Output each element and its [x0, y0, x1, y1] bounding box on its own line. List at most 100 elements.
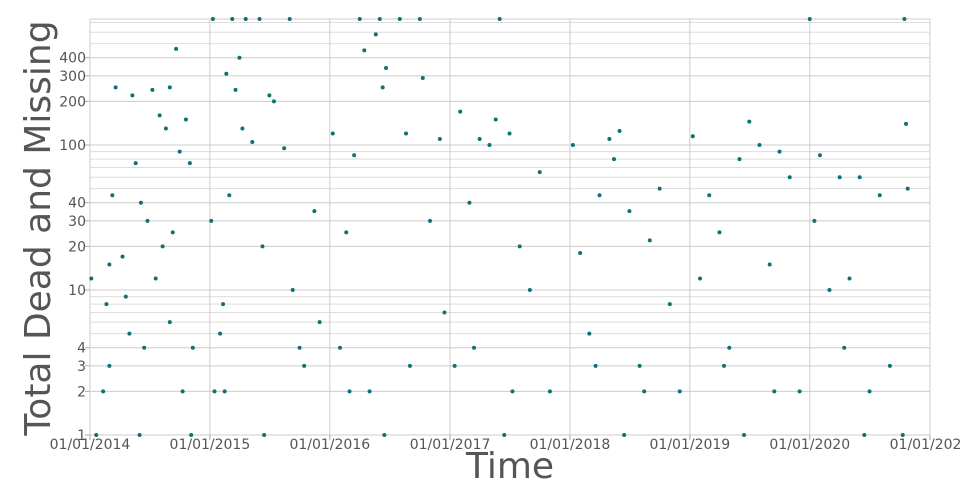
point: [487, 143, 492, 148]
point: [772, 389, 777, 394]
point: [187, 161, 192, 166]
point: [428, 218, 433, 223]
point: [357, 17, 362, 21]
point: [160, 244, 165, 249]
point: [607, 137, 612, 142]
y-tick-label: 4: [77, 341, 86, 357]
point: [257, 17, 262, 21]
point: [857, 175, 862, 180]
point: [690, 134, 695, 139]
point: [123, 294, 128, 299]
point: [383, 65, 388, 70]
point: [142, 345, 147, 350]
point: [905, 186, 910, 191]
point: [507, 131, 512, 136]
point: [657, 186, 662, 191]
point: [287, 17, 292, 21]
point: [174, 46, 179, 51]
point: [107, 363, 112, 368]
point: [637, 363, 642, 368]
x-tick-label: 01/01/2017: [410, 437, 491, 453]
point: [227, 193, 232, 198]
point: [218, 331, 223, 336]
y-tick-label: 300: [59, 69, 86, 85]
point: [297, 345, 302, 350]
y-tick-label: 3: [77, 359, 86, 375]
point: [94, 433, 99, 437]
y-tick-label: 2: [77, 384, 86, 400]
plot-area: [89, 18, 931, 436]
point: [212, 389, 217, 394]
point: [527, 288, 532, 293]
point: [221, 302, 226, 307]
point: [510, 389, 515, 394]
point: [757, 143, 762, 148]
point: [837, 175, 842, 180]
x-tick-label: 01/01/2014: [50, 437, 131, 453]
point: [377, 17, 382, 21]
point: [537, 170, 542, 175]
y-tick-label: 30: [68, 214, 86, 230]
point: [137, 433, 142, 437]
x-tick-label: 01/01/2015: [170, 437, 251, 453]
point: [190, 345, 195, 350]
point: [133, 161, 138, 166]
y-tick-label: 400: [59, 51, 86, 67]
point: [113, 85, 118, 90]
point: [452, 363, 457, 368]
point: [127, 331, 132, 336]
point: [587, 331, 592, 336]
point: [138, 200, 143, 205]
point: [337, 345, 342, 350]
point: [617, 128, 622, 133]
point: [250, 139, 255, 144]
point: [698, 276, 703, 281]
point: [842, 345, 847, 350]
point: [867, 389, 872, 394]
point: [407, 363, 412, 368]
point: [145, 218, 150, 223]
point: [104, 302, 109, 307]
point: [243, 17, 248, 21]
point: [89, 276, 94, 281]
point: [163, 126, 168, 131]
point: [237, 55, 242, 60]
point: [472, 345, 477, 350]
point: [177, 149, 182, 154]
point: [260, 244, 265, 249]
y-tick-label: 1: [77, 428, 86, 444]
point: [902, 17, 907, 21]
point: [797, 389, 802, 394]
point: [900, 433, 905, 437]
point: [627, 209, 632, 214]
point: [330, 131, 335, 136]
point: [707, 193, 712, 198]
point: [767, 262, 772, 267]
point: [647, 238, 652, 243]
point: [209, 218, 214, 223]
point: [467, 200, 472, 205]
point: [611, 157, 616, 162]
point: [807, 17, 812, 21]
point: [667, 302, 672, 307]
point: [812, 218, 817, 223]
point: [312, 209, 317, 214]
point: [224, 71, 229, 76]
point: [367, 389, 372, 394]
y-tick-label: 10: [68, 283, 86, 299]
point: [230, 17, 235, 21]
point: [570, 143, 575, 148]
point: [183, 117, 188, 122]
point: [267, 93, 272, 98]
point: [362, 48, 367, 53]
point: [404, 131, 409, 136]
point: [593, 363, 598, 368]
point: [442, 310, 447, 315]
point: [380, 85, 385, 90]
point: [547, 389, 552, 394]
point: [817, 153, 822, 158]
point: [597, 193, 602, 198]
point: [497, 17, 502, 21]
point: [130, 93, 135, 98]
